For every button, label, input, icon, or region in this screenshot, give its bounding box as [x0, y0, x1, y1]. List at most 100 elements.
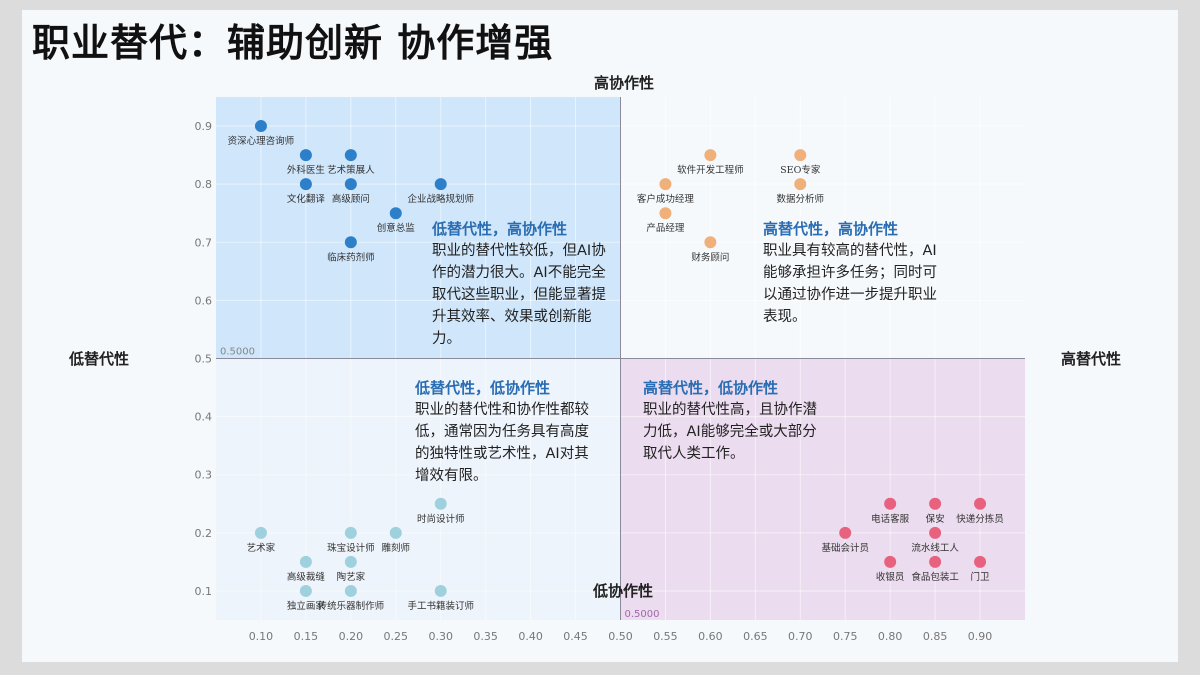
- data-point: [884, 497, 897, 510]
- data-point-label: 产品经理: [646, 222, 685, 234]
- data-point: [659, 207, 672, 220]
- axis-label-left: 低替代性: [69, 350, 130, 368]
- x-tick-label: 0.50: [608, 630, 633, 643]
- quadrant-title-top-left: 低替代性，高协作性: [432, 220, 568, 238]
- y-tick-label: 0.3: [195, 469, 213, 482]
- x-tick-label: 0.75: [833, 630, 858, 643]
- quadrant-bg-top-left: [216, 97, 621, 359]
- data-point-label: 独立画家: [287, 600, 326, 612]
- quadrant-body-bottom-left: 职业的替代性和协作性都较低，通常因为任务具有高度的独特性或艺术性，AI对其增效有…: [415, 402, 589, 484]
- data-point: [929, 555, 942, 568]
- data-point-label: 高级裁缝: [287, 571, 326, 583]
- quadrant-text-bottom-right: 高替代性，低协作性 职业的替代性高，且协作潜力低，AI能够完全或大部分取代人类工…: [643, 377, 825, 465]
- x-tick-label: 0.35: [473, 630, 498, 643]
- axis-label-right: 高替代性: [1061, 350, 1122, 368]
- x-tick-label: 0.65: [743, 630, 768, 643]
- data-point: [434, 584, 447, 597]
- data-point-label: 食品包装工: [911, 571, 959, 583]
- y-tick-label: 0.2: [195, 527, 213, 540]
- quadrant-body-top-left: 职业的替代性较低，但AI协作的潜力很大。AI不能完全取代这些职业，但能显著提升其…: [432, 243, 606, 347]
- data-point-label: 陶艺家: [337, 571, 366, 583]
- x-tick-label: 0.60: [698, 630, 723, 643]
- quadrant-title-bottom-left: 低替代性，低协作性: [415, 379, 551, 397]
- y-tick-label: 0.6: [195, 294, 213, 307]
- x-tick-label: 0.80: [878, 630, 903, 643]
- data-point: [299, 555, 312, 568]
- data-point: [704, 149, 717, 162]
- x-tick-label: 0.40: [518, 630, 543, 643]
- quadrant-title-top-right: 高替代性，高协作性: [763, 220, 899, 238]
- quadrant-bg-top-right: [620, 97, 1025, 359]
- data-point: [389, 526, 402, 539]
- data-point: [434, 497, 447, 510]
- data-point: [254, 120, 267, 133]
- y-tick-label: 0.7: [195, 236, 213, 249]
- data-point-label: 门卫: [971, 571, 991, 583]
- y-tick-label: 0.5: [195, 353, 213, 366]
- data-point: [839, 526, 852, 539]
- x-tick-label: 0.45: [563, 630, 588, 643]
- axis-label-bottom: 低协作性: [593, 582, 654, 600]
- x-tick-label: 0.15: [294, 630, 319, 643]
- data-point: [884, 555, 897, 568]
- data-point-label: 资深心理咨询师: [228, 135, 295, 147]
- data-point: [344, 236, 357, 249]
- data-point-label: 手工书籍装订师: [407, 600, 474, 612]
- quadrant-text-bottom-left: 低替代性，低协作性 职业的替代性和协作性都较低，通常因为任务具有高度的独特性或艺…: [415, 377, 597, 487]
- x-tick-label: 0.25: [384, 630, 409, 643]
- data-point-label: 流水线工人: [911, 542, 959, 554]
- data-point: [254, 526, 267, 539]
- x-tick-label: 0.55: [653, 630, 678, 643]
- data-point-label: 收银员: [876, 571, 905, 583]
- data-point: [299, 178, 312, 191]
- data-point-label: 时尚设计师: [417, 513, 465, 525]
- data-point: [389, 207, 402, 220]
- data-point-label: 保安: [926, 513, 945, 525]
- x-tick-label: 0.20: [339, 630, 364, 643]
- y-tick-label: 0.1: [195, 585, 213, 598]
- data-point-label: 文化翻译: [287, 193, 326, 205]
- data-point-label: 财务顾问: [691, 251, 729, 263]
- data-point-label: 临床药剂师: [327, 251, 375, 263]
- data-point-label: 电话客服: [871, 513, 910, 525]
- quadrant-bg-bottom-left: [216, 358, 621, 620]
- y-tick-label: 0.9: [195, 120, 213, 133]
- data-point: [794, 149, 807, 162]
- quadrant-text-top-left: 低替代性，高协作性 职业的替代性较低，但AI协作的潜力很大。AI不能完全取代这些…: [432, 218, 616, 350]
- data-point: [659, 178, 672, 191]
- data-point-label: 快递分拣员: [956, 513, 1004, 525]
- data-point-label: 雕刻师: [382, 542, 411, 554]
- quadrant-text-top-right: 高替代性，高协作性 职业具有较高的替代性，AI能够承担许多任务；同时可以通过协作…: [763, 218, 945, 328]
- quadrant-body-bottom-right: 职业的替代性高，且协作潜力低，AI能够完全或大部分取代人类工作。: [643, 402, 817, 462]
- data-point: [974, 555, 987, 568]
- data-point-label: 高级顾问: [332, 193, 370, 205]
- data-point: [344, 526, 357, 539]
- quadrant-bg-bottom-right: [620, 358, 1025, 620]
- data-point-label: 软件开发工程师: [677, 164, 744, 176]
- data-point: [974, 497, 987, 510]
- data-point: [344, 555, 357, 568]
- x-tick-label: 0.30: [428, 630, 453, 643]
- data-point: [344, 584, 357, 597]
- data-point-label: 艺术家: [247, 542, 276, 554]
- x-tick-label: 0.10: [249, 630, 274, 643]
- data-point-label: 基础会计员: [821, 542, 869, 554]
- data-point-label: SEO专家: [780, 164, 821, 176]
- data-point-label: 数据分析师: [777, 193, 825, 205]
- data-point: [299, 149, 312, 162]
- data-point: [794, 178, 807, 191]
- axis-label-top: 高协作性: [594, 74, 655, 92]
- quadrant-title-bottom-right: 高替代性，低协作性: [643, 379, 779, 397]
- data-point-label: 传统乐器制作师: [318, 600, 385, 612]
- data-point-label: 客户成功经理: [637, 193, 695, 205]
- data-point-label: 创意总监: [377, 222, 416, 234]
- data-point: [344, 149, 357, 162]
- data-point-label: 企业战略规划师: [407, 193, 474, 205]
- y-tick-label: 0.4: [195, 411, 213, 424]
- data-point: [434, 178, 447, 191]
- y-tick-label: 0.8: [195, 178, 213, 191]
- data-point: [929, 526, 942, 539]
- divider-horizontal-label: 0.5000: [220, 347, 255, 358]
- x-tick-label: 0.85: [923, 630, 948, 643]
